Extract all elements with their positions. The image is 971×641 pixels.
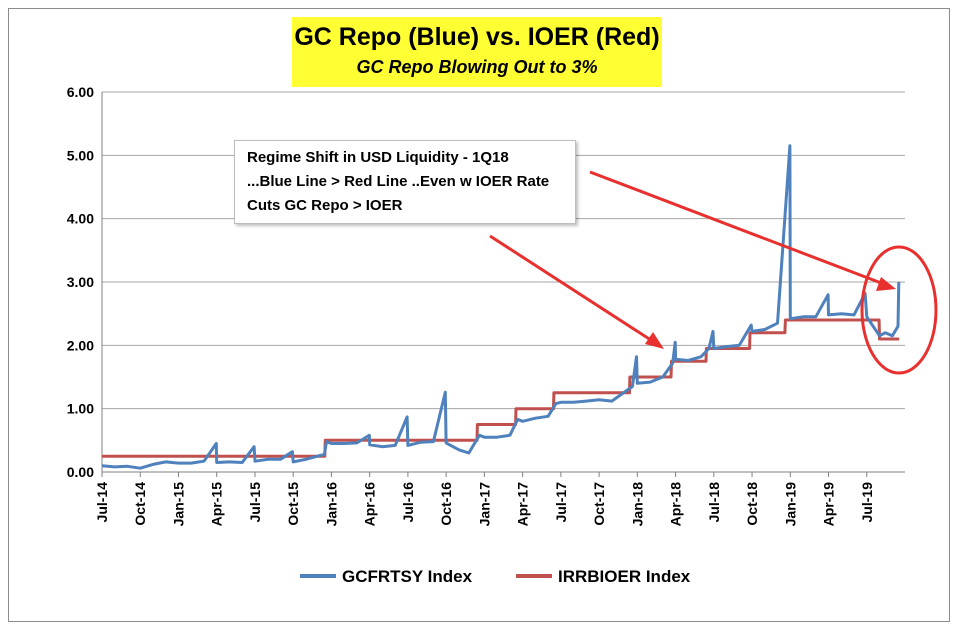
x-tick-label: Apr-16	[362, 482, 378, 527]
x-tick-label: Apr-18	[668, 482, 684, 527]
annotation-arrowhead	[645, 332, 664, 349]
series-lines	[101, 144, 901, 470]
legend-label: GCFRTSY Index	[342, 567, 473, 586]
annotation-arrow	[489, 234, 658, 346]
x-tick-label: Apr-15	[209, 482, 225, 527]
y-tick-label: 0.00	[67, 464, 94, 480]
annotation-box: Regime Shift in USD Liquidity - 1Q18 ...…	[234, 140, 576, 224]
y-tick-label: 2.00	[67, 337, 94, 353]
annotation-line-3: Cuts GC Repo > IOER	[247, 197, 403, 214]
annotation-arrow	[589, 170, 890, 288]
legend: GCFRTSY Index IRRBIOER Index	[300, 567, 691, 586]
y-tick-label: 3.00	[67, 274, 94, 290]
x-tick-label: Jul-15	[247, 482, 263, 523]
chart-frame	[8, 8, 950, 622]
y-tick-label: 5.00	[67, 147, 94, 163]
x-tick-label: Apr-17	[515, 482, 531, 527]
series-line	[101, 144, 901, 470]
x-tick-label: Oct-17	[591, 482, 607, 526]
x-tick-label: Jan-18	[629, 482, 645, 527]
x-tick-label: Apr-19	[821, 482, 837, 527]
x-tick-label: Jan-17	[476, 482, 492, 527]
x-tick-label: Oct-15	[285, 482, 301, 526]
annotation-line-2: ...Blue Line > Red Line ..Even w IOER Ra…	[247, 173, 550, 190]
y-tick-label: 1.00	[67, 401, 94, 417]
x-tick-label: Jul-19	[859, 482, 875, 523]
x-tick-label: Oct-16	[438, 482, 454, 526]
series-line	[102, 318, 900, 458]
x-tick-label: Oct-14	[132, 482, 148, 526]
x-tick-label: Jul-18	[706, 482, 722, 523]
x-tick-label: Jul-14	[94, 482, 110, 523]
axes	[101, 92, 905, 473]
highlight-ellipse	[860, 245, 938, 375]
y-axis-ticks: 0.00 1.00 2.00 3.00 4.00 5.00 6.00	[67, 84, 94, 480]
x-tick-label: Jan-16	[323, 482, 339, 527]
title-box: GC Repo (Blue) vs. IOER (Red) GC Repo Bl…	[292, 17, 662, 87]
y-tick-label: 6.00	[67, 84, 94, 100]
x-tick-label: Oct-18	[744, 482, 760, 526]
x-tick-label: Jan-19	[782, 482, 798, 527]
annotation-arrowhead	[876, 277, 896, 291]
chart-subtitle: GC Repo Blowing Out to 3%	[356, 57, 598, 77]
annotation-arrows	[489, 170, 938, 375]
x-tick-label: Jul-17	[553, 482, 569, 523]
legend-label: IRRBIOER Index	[558, 567, 691, 586]
x-tick-label: Jul-16	[400, 482, 416, 523]
x-axis-ticks: Jul-14 Oct-14 Jan-15 Apr-15 Jul-15 Oct-15 Jan-…	[94, 472, 875, 526]
chart-title: GC Repo (Blue) vs. IOER (Red)	[294, 23, 660, 51]
annotation-line-1: Regime Shift in USD Liquidity - 1Q18	[247, 149, 509, 166]
x-tick-label: Jan-15	[170, 482, 186, 527]
y-tick-label: 4.00	[67, 211, 94, 227]
